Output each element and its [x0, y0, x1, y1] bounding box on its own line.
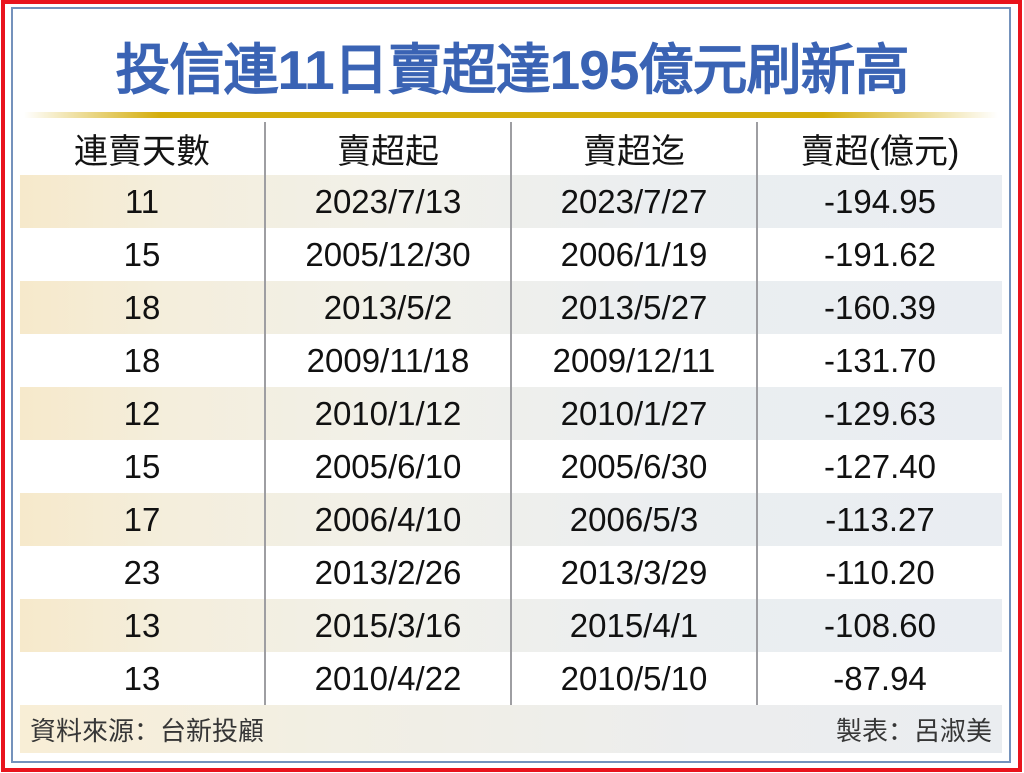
table-body: 11 2023/7/13 2023/7/27 -194.95 15 2005/12/30 2…	[20, 175, 1002, 705]
table-cell: 2010/1/27	[512, 387, 758, 440]
table-cell: 2006/1/19	[512, 228, 758, 281]
column-header-days: 連賣天數	[20, 122, 266, 175]
table-cell: 2009/11/18	[266, 334, 512, 387]
table-cell: 2023/7/13	[266, 175, 512, 228]
table-cell: 2009/12/11	[512, 334, 758, 387]
data-source-label: 資料來源：台新投顧	[30, 715, 265, 746]
table-cell: 23	[20, 546, 266, 599]
table-row: 13 2010/4/22 2010/5/10 -87.94	[20, 652, 1002, 705]
table-row: 17 2006/4/10 2006/5/3 -113.27	[20, 493, 1002, 546]
table-cell: 18	[20, 334, 266, 387]
column-header-start: 賣超起	[266, 122, 512, 175]
table-cell: 2006/5/3	[512, 493, 758, 546]
table-cell: 2013/3/29	[512, 546, 758, 599]
table-cell: 2015/4/1	[512, 599, 758, 652]
table-cell: 2005/12/30	[266, 228, 512, 281]
table-cell: 11	[20, 175, 266, 228]
table-cell: -108.60	[824, 606, 936, 644]
table-cell: 12	[20, 387, 266, 440]
table-cell: 2005/6/10	[266, 440, 512, 493]
table-cell: 2013/5/2	[266, 281, 512, 334]
table-cell: 2006/4/10	[266, 493, 512, 546]
table-cell: -113.27	[825, 500, 935, 538]
table-header-row: 連賣天數 賣超起 賣超迄 賣超(億元)	[20, 122, 1002, 175]
table-cell: 2013/5/27	[512, 281, 758, 334]
table-cell: 17	[20, 493, 266, 546]
table-row: 15 2005/6/10 2005/6/30 -127.40	[20, 440, 1002, 493]
page-title: 投信連11日賣超達195億元刷新高	[115, 39, 910, 101]
table-row: 13 2015/3/16 2015/4/1 -108.60	[20, 599, 1002, 652]
table-cell: 18	[20, 281, 266, 334]
table-cell: 2010/4/22	[266, 652, 512, 705]
table-cell: 13	[20, 599, 266, 652]
table-row: 18 2009/11/18 2009/12/11 -131.70	[20, 334, 1002, 387]
table-cell: -87.94	[833, 659, 927, 697]
table-cell: -194.95	[824, 182, 936, 220]
table-cell: -160.39	[824, 288, 936, 326]
credit-label: 製表：呂淑美	[835, 715, 992, 746]
gold-divider	[24, 112, 998, 118]
table-cell: -127.40	[824, 447, 936, 485]
table-cell: -191.62	[824, 235, 936, 273]
footer-bar: 資料來源：台新投顧 製表：呂淑美	[20, 705, 1002, 753]
data-table: 連賣天數 賣超起 賣超迄 賣超(億元) 11 2023/7/13 2023/7/27…	[20, 122, 1002, 705]
table-cell: 2005/6/30	[512, 440, 758, 493]
table-cell: 15	[20, 440, 266, 493]
table-row: 11 2023/7/13 2023/7/27 -194.95	[20, 175, 1002, 228]
column-header-amount: 賣超(億元)	[800, 133, 960, 171]
table-cell: -131.70	[824, 341, 936, 379]
table-cell: 2010/5/10	[512, 652, 758, 705]
table-cell: 2015/3/16	[266, 599, 512, 652]
table-row: 23 2013/2/26 2013/3/29 -110.20	[20, 546, 1002, 599]
table-row: 18 2013/5/2 2013/5/27 -160.39	[20, 281, 1002, 334]
table-cell: 2023/7/27	[512, 175, 758, 228]
table-row: 15 2005/12/30 2006/1/19 -191.62	[20, 228, 1002, 281]
table-row: 12 2010/1/12 2010/1/27 -129.63	[20, 387, 1002, 440]
table-cell: -110.20	[825, 553, 935, 591]
table-cell: 13	[20, 652, 266, 705]
column-header-end: 賣超迄	[512, 122, 758, 175]
table-cell: -129.63	[824, 394, 936, 432]
table-cell: 2010/1/12	[266, 387, 512, 440]
table-cell: 2013/2/26	[266, 546, 512, 599]
table-cell: 15	[20, 228, 266, 281]
